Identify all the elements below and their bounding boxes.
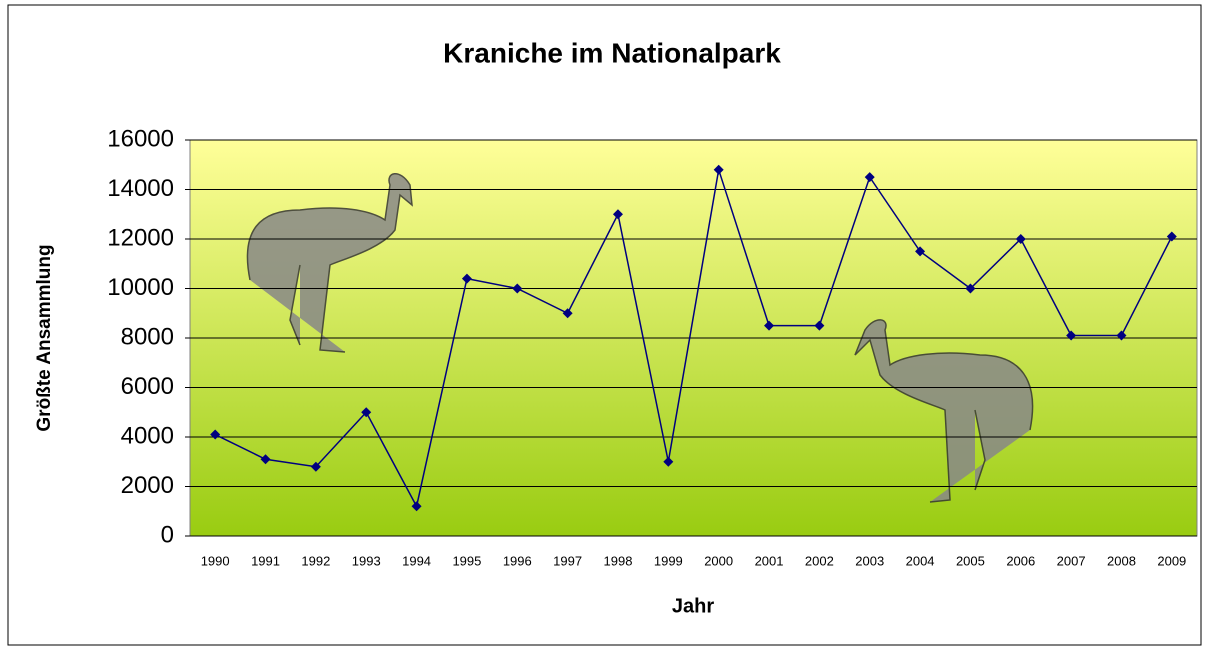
x-tick-label: 2003 — [855, 553, 884, 568]
x-tick-label: 2009 — [1157, 553, 1186, 568]
crane-illustration — [246, 173, 1034, 503]
y-axis-title: Größte Ansammlung — [34, 244, 55, 431]
x-tick-label: 1994 — [402, 553, 431, 568]
x-tick-label: 1999 — [654, 553, 683, 568]
x-tick-label: 2004 — [906, 553, 935, 568]
y-tick-label: 14000 — [107, 175, 174, 202]
data-point — [310, 461, 321, 472]
x-tick-label: 2008 — [1107, 553, 1136, 568]
y-tick-label: 2000 — [121, 472, 174, 499]
y-tick-label: 4000 — [121, 422, 174, 449]
x-tick-label: 2006 — [1006, 553, 1035, 568]
data-point — [864, 172, 875, 183]
x-tick-label: 2007 — [1057, 553, 1086, 568]
y-tick-label: 0 — [161, 521, 174, 548]
data-point — [814, 320, 825, 331]
x-tick-label: 1998 — [604, 553, 633, 568]
x-tick-label: 2005 — [956, 553, 985, 568]
y-tick-label: 10000 — [107, 274, 174, 301]
data-point — [713, 164, 724, 175]
data-point — [915, 246, 926, 257]
data-point — [1166, 231, 1177, 242]
data-point — [562, 308, 573, 319]
data-point — [612, 209, 623, 220]
data-point — [411, 501, 422, 512]
x-tick-label: 1997 — [553, 553, 582, 568]
y-tick-label: 6000 — [121, 373, 174, 400]
data-point — [512, 283, 523, 294]
data-point — [361, 407, 372, 418]
data-point — [1015, 234, 1026, 244]
x-tick-label: 2000 — [704, 553, 733, 568]
x-tick-label: 1995 — [452, 553, 481, 568]
x-axis-title: Jahr — [672, 595, 714, 617]
x-tick-label: 2002 — [805, 553, 834, 568]
data-point — [663, 456, 674, 467]
x-tick-label: 1991 — [251, 553, 280, 568]
chart-title: Kraniche im Nationalpark — [443, 37, 781, 68]
data-point — [1066, 330, 1077, 341]
x-tick-label: 1993 — [352, 553, 381, 568]
x-tick-label: 2001 — [755, 553, 784, 568]
data-point — [461, 273, 472, 284]
data-point — [965, 283, 976, 294]
x-tick-label: 1990 — [201, 553, 230, 568]
y-tick-label: 8000 — [121, 323, 174, 350]
data-point — [1116, 330, 1127, 341]
x-tick-label: 1992 — [301, 553, 330, 568]
x-tick-label: 1996 — [503, 553, 532, 568]
data-line — [214, 169, 1173, 509]
y-tick-label: 16000 — [107, 125, 174, 152]
data-point — [260, 454, 271, 465]
data-point — [764, 320, 775, 331]
y-tick-label: 12000 — [107, 224, 174, 251]
data-point — [210, 429, 221, 440]
